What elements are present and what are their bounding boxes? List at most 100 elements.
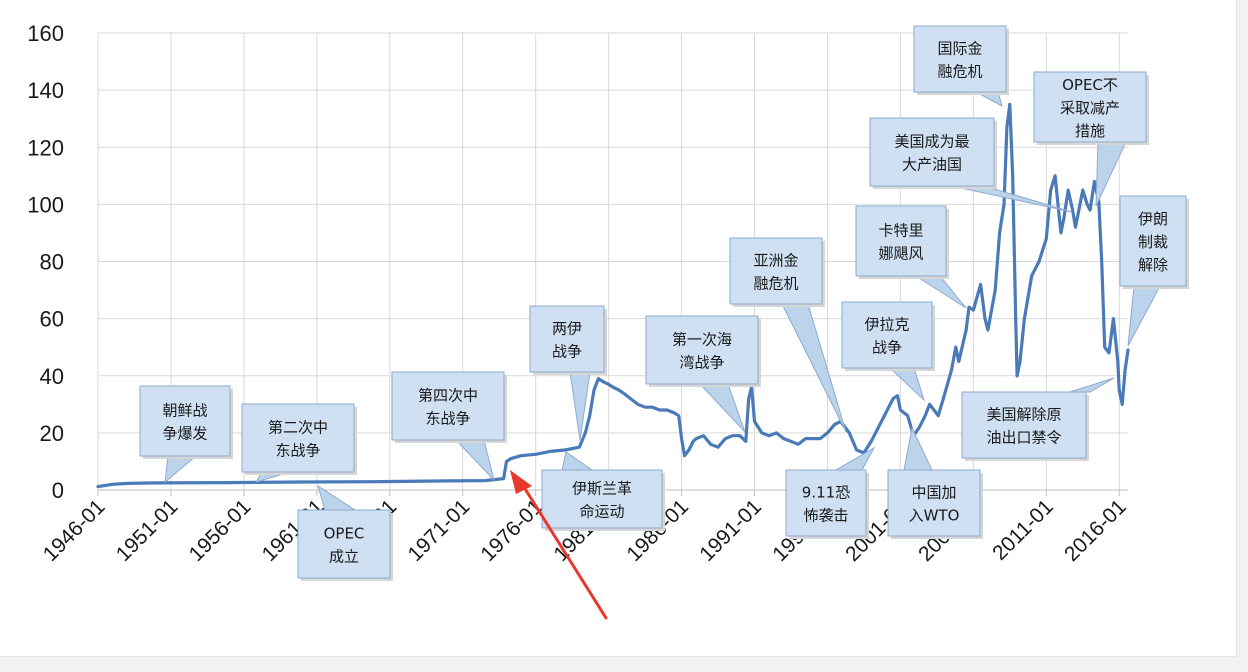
callout-pointer xyxy=(1069,377,1115,393)
callout-box xyxy=(541,469,663,529)
callout-box xyxy=(391,371,505,441)
y-tick-label: 120 xyxy=(27,135,64,160)
callout-box xyxy=(1119,195,1187,287)
callout-box xyxy=(913,25,1007,93)
red-arrow-shaft xyxy=(520,482,608,620)
callout-text: 战争 xyxy=(872,339,902,357)
callout-text: OPEC不 xyxy=(1062,76,1118,94)
x-tick-label: 2011-01 xyxy=(988,495,1058,565)
callout-pointer xyxy=(781,303,847,433)
callout-text: 伊斯兰革 xyxy=(572,480,632,498)
callout-box xyxy=(297,509,391,579)
callout-pointer xyxy=(698,383,746,433)
y-axis-ticks: 0 20 40 60 80 100 120 140 160 xyxy=(27,21,64,503)
y-tick-label: 20 xyxy=(40,421,64,446)
y-tick-label: 160 xyxy=(27,21,64,46)
callout-text: 东战争 xyxy=(425,410,470,428)
callout-text: 湾战争 xyxy=(679,354,724,372)
callout-box xyxy=(139,385,231,457)
callout-box xyxy=(869,117,995,187)
callout-text: 东战争 xyxy=(275,442,320,460)
callout-text: OPEC xyxy=(324,525,365,543)
callout-box xyxy=(529,305,605,373)
y-tick-label: 40 xyxy=(40,364,64,389)
callout-text: 国际金 xyxy=(937,40,982,58)
event-callout: OPEC 成立 xyxy=(297,484,393,581)
oil-price-line-chart: 0 20 40 60 80 100 120 140 160 1946-01 1951-01 1956… xyxy=(27,21,1189,620)
callout-text: 伊朗 xyxy=(1138,210,1168,228)
x-tick-label: 1971-01 xyxy=(404,495,475,566)
callout-text: 命运动 xyxy=(579,503,624,521)
red-arrow-head xyxy=(510,470,532,494)
red-arrow-annotation xyxy=(510,470,608,620)
callout-text: 娜飓风 xyxy=(878,245,923,263)
chart-frame xyxy=(0,0,1237,657)
callout-text: 融危机 xyxy=(937,63,982,81)
callout-box xyxy=(645,315,759,385)
callout-text: 9.11恐 xyxy=(802,484,850,502)
y-tick-label: 140 xyxy=(27,78,64,103)
callout-text: 融危机 xyxy=(753,275,798,293)
callout-text: 美国成为最 xyxy=(894,133,969,151)
callout-text: 制裁 xyxy=(1138,233,1168,251)
callout-text: 怖袭击 xyxy=(803,507,848,525)
callout-pointer xyxy=(888,367,926,402)
callout-box xyxy=(841,301,933,369)
x-tick-label: 1946-01 xyxy=(39,495,110,566)
callout-box xyxy=(1033,71,1147,143)
x-tick-label: 1956-01 xyxy=(185,495,256,566)
y-tick-label: 80 xyxy=(40,250,64,275)
x-tick-label: 1991-01 xyxy=(695,495,766,566)
callout-text: 油出口禁令 xyxy=(986,429,1061,447)
x-tick-label: 1951-01 xyxy=(112,495,183,566)
callout-text: 第一次海 xyxy=(672,331,732,349)
callout-box xyxy=(785,469,867,537)
callout-box xyxy=(855,205,947,277)
callout-text: 战争 xyxy=(552,343,582,361)
callout-text: 第二次中 xyxy=(268,419,328,437)
callout-text: 大产油国 xyxy=(902,156,962,174)
callout-text: 采取减产 xyxy=(1060,99,1120,117)
callout-pointer xyxy=(1127,285,1161,347)
callout-box xyxy=(961,391,1087,459)
callout-text: 两伊 xyxy=(552,320,582,338)
callout-text: 第四次中 xyxy=(418,387,478,405)
callout-pointer xyxy=(561,451,594,471)
y-tick-label: 100 xyxy=(27,192,64,217)
x-tick-label: 2016-01 xyxy=(1060,495,1131,566)
callout-text: 伊拉克 xyxy=(864,316,909,334)
callout-box xyxy=(729,237,823,305)
callout-box xyxy=(887,469,981,537)
callout-text: 争爆发 xyxy=(162,425,207,443)
callout-text: 亚洲金 xyxy=(753,252,798,270)
callout-text: 入WTO xyxy=(909,507,960,525)
callout-text: 卡特里 xyxy=(878,222,923,240)
y-tick-label: 60 xyxy=(40,307,64,332)
y-tick-label: 0 xyxy=(52,478,64,503)
callout-text: 措施 xyxy=(1075,122,1105,140)
callout-pointer xyxy=(903,426,933,471)
callout-text: 中国加 xyxy=(911,484,956,502)
callout-text: 解除 xyxy=(1138,256,1168,274)
callout-text: 成立 xyxy=(329,548,359,566)
callout-box xyxy=(241,403,355,473)
callout-text: 朝鲜战 xyxy=(162,402,207,420)
callout-pointer xyxy=(834,446,876,471)
callout-pointer xyxy=(454,439,495,482)
